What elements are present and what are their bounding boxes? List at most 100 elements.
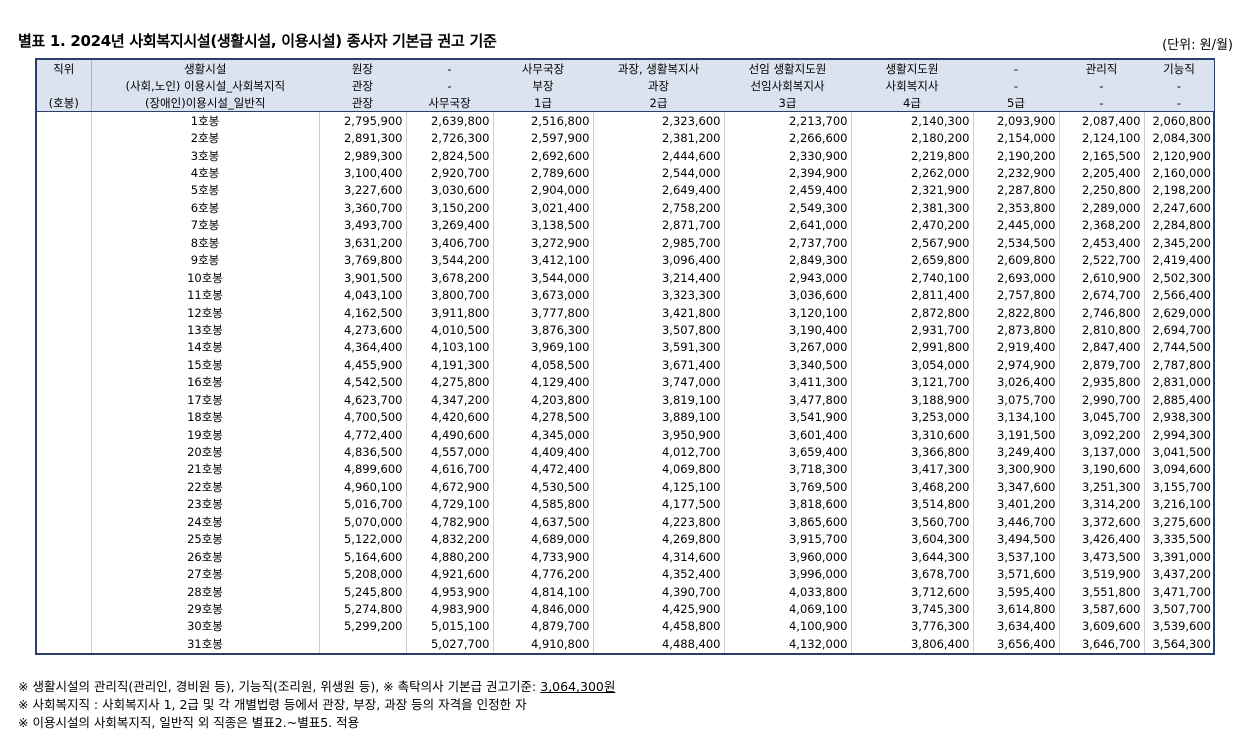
header-cell: 2급	[593, 94, 724, 112]
salary-cell: 2,219,800	[851, 146, 974, 165]
salary-cell: 2,140,300	[851, 111, 974, 130]
salary-cell: 3,340,500	[724, 356, 852, 374]
salary-cell: 3,591,300	[593, 338, 725, 357]
salary-cell: 3,417,300	[851, 460, 974, 479]
position-cell	[37, 268, 92, 287]
position-cell	[37, 111, 92, 130]
salary-cell: 4,530,500	[493, 478, 594, 496]
salary-cell: 4,899,600	[319, 460, 407, 479]
table-row: 14호봉 4,364,400 4,103,100 3,969,100 3,591,300…	[37, 338, 1214, 357]
salary-cell: 4,585,800	[493, 495, 594, 514]
header-cell: 부장	[493, 77, 593, 94]
salary-cell: 3,969,100	[493, 338, 594, 357]
salary-cell: 3,216,100	[1152, 497, 1211, 512]
header-cell: 사무국장	[493, 60, 593, 77]
salary-cell: 3,021,400	[493, 199, 594, 217]
salary-cell: 3,595,400	[973, 582, 1060, 601]
table-row: 24호봉 5,070,000 4,782,900 4,637,500 4,223,800…	[37, 513, 1214, 531]
header-cell: -	[406, 77, 493, 94]
table-row: 7호봉 3,493,700 3,269,400 3,138,500 2,871,700 2…	[37, 216, 1214, 235]
salary-cell: 4,616,700	[406, 460, 494, 479]
salary-cell: 2,746,800	[1059, 303, 1145, 322]
salary-cell: 2,154,000	[973, 129, 1060, 147]
salary-cell: 2,120,900	[1152, 148, 1211, 163]
salary-cell: 3,656,400	[973, 635, 1060, 653]
table-row: 12호봉 4,162,500 3,911,800 3,777,800 3,421,800…	[37, 303, 1214, 322]
salary-cell: 2,737,700	[724, 234, 852, 252]
salary-cell: 3,671,400	[593, 356, 725, 374]
salary-cell: 4,100,900	[724, 617, 852, 636]
salary-cell: 3,537,100	[973, 547, 1060, 566]
salary-cell: 3,996,000	[724, 565, 852, 583]
salary-cell: 2,879,700	[1059, 356, 1145, 374]
salary-cell: 3,519,900	[1059, 565, 1145, 583]
salary-cell: 3,190,600	[1059, 460, 1145, 479]
salary-cell: 4,273,600	[319, 321, 407, 339]
position-cell	[37, 356, 92, 374]
position-cell	[37, 216, 92, 235]
salary-cell: 2,787,800	[1152, 357, 1211, 372]
table-row: 21호봉 4,899,600 4,616,700 4,472,400 4,069,800…	[37, 460, 1214, 479]
salary-cell: 2,124,100	[1059, 129, 1145, 147]
salary-cell: 3,800,700	[406, 286, 494, 304]
table-row: 10호봉 3,901,500 3,678,200 3,544,000 3,214,400…	[37, 268, 1214, 287]
position-cell	[37, 443, 92, 461]
salary-cell: 3,950,900	[593, 425, 725, 444]
salary-cell: 5,208,000	[319, 565, 407, 583]
salary-cell: 2,516,800	[493, 111, 594, 130]
salary-cell: 3,644,300	[851, 547, 974, 566]
salary-cell: 4,921,600	[406, 565, 494, 583]
position-cell	[37, 617, 92, 636]
salary-cell: 4,772,400	[319, 425, 407, 444]
salary-cell: 3,471,700	[1152, 584, 1211, 599]
table-row: 2호봉 2,891,300 2,726,300 2,597,900 2,381,200 2…	[37, 129, 1214, 147]
header-cell: -	[1059, 94, 1144, 112]
salary-cell: 2,985,700	[593, 234, 725, 252]
salary-cell: 5,122,000	[319, 530, 407, 548]
salary-cell: 2,262,000	[851, 164, 974, 182]
salary-cell: 2,692,600	[493, 146, 594, 165]
salary-cell: 3,137,000	[1059, 443, 1145, 461]
salary-cell: 2,160,000	[1152, 166, 1211, 181]
salary-cell: 4,132,000	[724, 635, 852, 653]
salary-cell: 2,994,300	[1152, 427, 1211, 442]
salary-cell: 3,865,600	[724, 513, 852, 531]
salary-cell: 2,470,200	[851, 216, 974, 235]
salary-cell: 2,381,200	[593, 129, 725, 147]
table-row: 11호봉 4,043,100 3,800,700 3,673,000 3,323,300…	[37, 286, 1214, 304]
table-row: 22호봉 4,960,100 4,672,900 4,530,500 4,125,100…	[37, 478, 1214, 496]
step-cell: 23호봉	[91, 495, 320, 514]
header-cell: 과장, 생활복지사	[593, 60, 724, 77]
position-cell	[37, 582, 92, 601]
salary-cell: 5,164,600	[319, 547, 407, 566]
header-cell: 3급	[724, 94, 851, 112]
salary-cell: 4,203,800	[493, 391, 594, 409]
header-cell: 1급	[493, 94, 593, 112]
salary-cell: 3,493,700	[319, 216, 407, 235]
salary-cell: 4,488,400	[593, 635, 725, 653]
salary-cell: 3,776,300	[851, 617, 974, 636]
table-row: 27호봉 5,208,000 4,921,600 4,776,200 4,352,400…	[37, 565, 1214, 583]
salary-cell: 2,904,000	[493, 181, 594, 200]
salary-cell: 3,411,300	[724, 373, 852, 391]
salary-cell: 4,542,500	[319, 373, 407, 391]
salary-cell: 2,744,500	[1152, 340, 1211, 355]
salary-table: 직위 생활시설 원장 - 사무국장 과장, 생활복지사 선임 생활지도원 생활지…	[35, 58, 1215, 655]
position-cell	[37, 513, 92, 531]
step-cell: 6호봉	[91, 199, 320, 217]
salary-cell: 4,010,500	[406, 321, 494, 339]
step-cell: 13호봉	[91, 321, 320, 339]
salary-cell: 5,016,700	[319, 495, 407, 514]
step-cell: 8호봉	[91, 234, 320, 252]
salary-cell: 2,445,000	[973, 216, 1060, 235]
position-cell	[37, 530, 92, 548]
table-row: 15호봉 4,455,900 4,191,300 4,058,500 3,671,400…	[37, 356, 1214, 374]
salary-cell: 2,165,500	[1059, 146, 1145, 165]
step-cell: 30호봉	[91, 617, 320, 636]
position-cell	[37, 146, 92, 165]
table-row: 31호봉 5,027,700 4,910,800 4,488,400 4,132,000…	[37, 635, 1214, 653]
salary-cell: 4,278,500	[493, 408, 594, 426]
salary-cell: 3,251,300	[1059, 478, 1145, 496]
doctor-salary-amount: 3,064,300원	[540, 679, 616, 694]
salary-cell: 5,027,700	[406, 635, 494, 653]
